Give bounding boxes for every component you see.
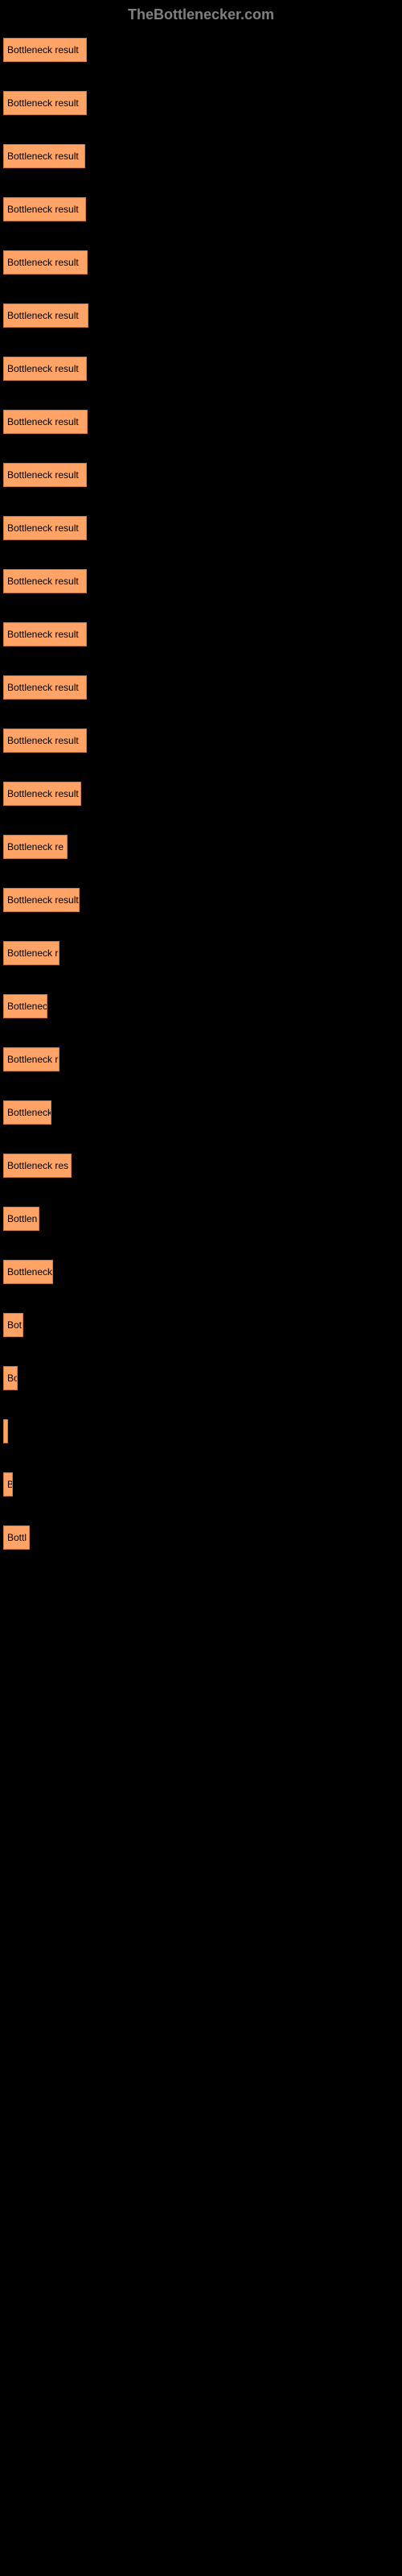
bar: Bottleneck result — [3, 622, 87, 646]
bar-row: Bottleneck res — [0, 1154, 402, 1178]
bar-row: Bottleneck result — [0, 410, 402, 434]
bar-label: Bottleneck re — [7, 841, 64, 852]
bar-row: Bot — [0, 1313, 402, 1337]
bar: Bottleneck r — [3, 1047, 59, 1071]
bar-row — [0, 1419, 402, 1443]
bar-row: Bottlen — [0, 1207, 402, 1231]
bar: Bo — [3, 1366, 18, 1390]
bar-label: Bottlenec — [7, 1001, 47, 1012]
bar-row: Bottleneck result — [0, 569, 402, 593]
bar-label: Bottleneck — [7, 1107, 51, 1118]
bar: Bottleneck result — [3, 303, 88, 328]
bar: Bottleneck r — [3, 941, 59, 965]
bar-row: Bottleneck result — [0, 250, 402, 275]
bar: Bottleneck result — [3, 144, 85, 168]
bar: Bottleneck result — [3, 569, 87, 593]
bar: Bottleneck result — [3, 888, 80, 912]
bar: Bottleneck re — [3, 835, 68, 859]
bar-row: Bottleneck result — [0, 197, 402, 221]
bar-label: Bo — [7, 1373, 18, 1384]
bar-label: Bottleneck result — [7, 629, 79, 640]
bar: Bottl — [3, 1525, 30, 1550]
bar-row: Bottleneck — [0, 1260, 402, 1284]
bar-row: Bottleneck result — [0, 463, 402, 487]
bar-label: Bottleneck result — [7, 469, 79, 481]
bar-label: B — [7, 1479, 13, 1490]
bar: Bottleneck res — [3, 1154, 72, 1178]
bar: B — [3, 1472, 13, 1496]
bars-container: Bottleneck result Bottleneck result Bottle… — [0, 30, 402, 2050]
bar-row: Bottleneck result — [0, 782, 402, 806]
bar: Bottleneck result — [3, 675, 87, 700]
bar-row: Bottlenec — [0, 994, 402, 1018]
bar-row: Bottleneck result — [0, 144, 402, 168]
bar-row: B — [0, 1472, 402, 1496]
header: TheBottlenecker.com — [0, 0, 402, 30]
bar — [3, 1419, 8, 1443]
bar: Bottlenec — [3, 994, 47, 1018]
bar-label: Bottleneck r — [7, 1054, 58, 1065]
bar-label: Bottleneck result — [7, 522, 79, 534]
bar-label: Bot — [7, 1319, 22, 1331]
bar-label: Bottleneck result — [7, 416, 79, 427]
bar-row: Bottl — [0, 1525, 402, 1550]
bar: Bottleneck result — [3, 91, 87, 115]
bar-row: Bottleneck result — [0, 675, 402, 700]
bar-row: Bottleneck r — [0, 1047, 402, 1071]
bar: Bottlen — [3, 1207, 39, 1231]
bar: Bottleneck — [3, 1100, 51, 1125]
bar-row: Bottleneck result — [0, 888, 402, 912]
bar-label: Bottleneck result — [7, 257, 79, 268]
bar-row: Bottleneck result — [0, 729, 402, 753]
bar-label: Bottleneck result — [7, 151, 79, 162]
bar-row: Bottleneck result — [0, 303, 402, 328]
bar-row: Bottleneck result — [0, 357, 402, 381]
bar: Bottleneck result — [3, 38, 87, 62]
bar: Bottleneck result — [3, 463, 87, 487]
bar: Bottleneck result — [3, 410, 88, 434]
bar-label: Bottleneck result — [7, 97, 79, 109]
bar: Bot — [3, 1313, 23, 1337]
bar-label: Bottleneck r — [7, 947, 58, 959]
bar: Bottleneck result — [3, 197, 86, 221]
bar-row: Bo — [0, 1366, 402, 1390]
bar-row: Bottleneck result — [0, 38, 402, 62]
bar-label: Bottleneck result — [7, 788, 79, 799]
bar-label: Bottleneck result — [7, 682, 79, 693]
bar-row: Bottleneck result — [0, 622, 402, 646]
bar: Bottleneck result — [3, 357, 87, 381]
bar-label: Bottleneck result — [7, 310, 79, 321]
bar-label: Bottl — [7, 1532, 27, 1543]
bar-label: Bottleneck result — [7, 363, 79, 374]
bar-row: Bottleneck result — [0, 91, 402, 115]
bar-label: Bottleneck result — [7, 44, 79, 56]
bar: Bottleneck — [3, 1260, 53, 1284]
bar-label: Bottleneck result — [7, 735, 79, 746]
bar: Bottleneck result — [3, 729, 87, 753]
bar-row: Bottleneck — [0, 1100, 402, 1125]
bar-label: Bottleneck — [7, 1266, 52, 1278]
bar-row: Bottleneck re — [0, 835, 402, 859]
bar-label: Bottleneck result — [7, 894, 79, 906]
bar-label: Bottleneck result — [7, 204, 79, 215]
bar: Bottleneck result — [3, 516, 87, 540]
bar: Bottleneck result — [3, 250, 88, 275]
bar-row: Bottleneck result — [0, 516, 402, 540]
bar: Bottleneck result — [3, 782, 81, 806]
bar-label: Bottlen — [7, 1213, 37, 1224]
bar-label: Bottleneck res — [7, 1160, 68, 1171]
header-title: TheBottlenecker.com — [128, 6, 274, 23]
bar-row: Bottleneck r — [0, 941, 402, 965]
bar-label: Bottleneck result — [7, 576, 79, 587]
